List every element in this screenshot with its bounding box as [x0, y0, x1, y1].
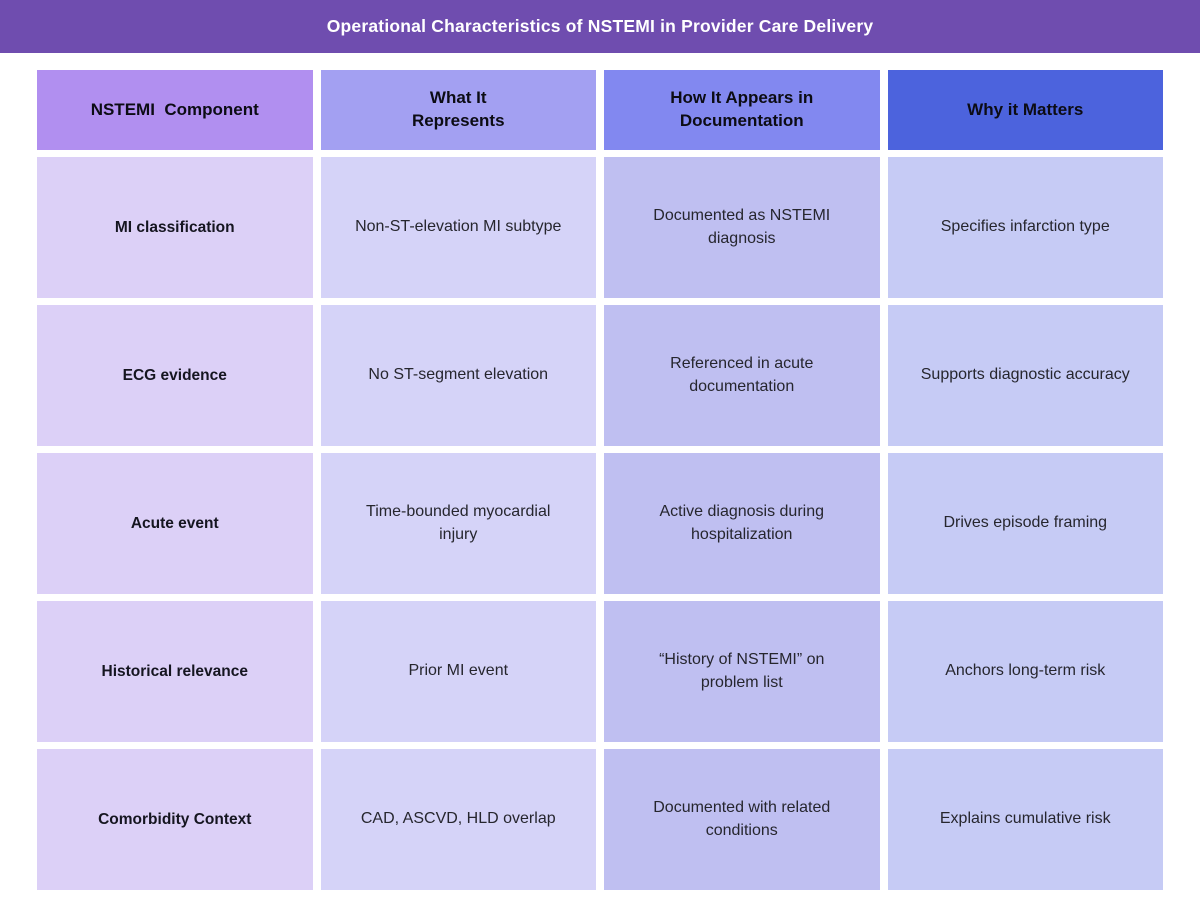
cell-documentation: Referenced in acute documentation: [604, 305, 880, 446]
cell-represents: Non-ST-elevation MI subtype: [320, 157, 596, 298]
cell-matters: Anchors long-term risk: [887, 601, 1163, 742]
cell-documentation: Active diagnosis during hospitalization: [604, 453, 880, 594]
page-title: Operational Characteristics of NSTEMI in…: [326, 16, 874, 36]
cell-matters: Explains cumulative risk: [887, 749, 1163, 890]
cell-matters: Drives episode framing: [887, 453, 1163, 594]
cell-documentation: Documented with related conditions: [604, 749, 880, 890]
cell-represents: CAD, ASCVD, HLD overlap: [320, 749, 596, 890]
cell-component: Comorbidity Context: [37, 749, 313, 890]
title-bar: Operational Characteristics of NSTEMI in…: [0, 0, 1200, 53]
cell-matters: Supports diagnostic accuracy: [887, 305, 1163, 446]
nstemi-characteristics-table: NSTEMI Component What It Represents How …: [37, 70, 1163, 890]
cell-component: ECG evidence: [37, 305, 313, 446]
column-header-documentation: How It Appears in Documentation: [604, 70, 880, 150]
cell-component: MI classification: [37, 157, 313, 298]
cell-represents: Time-bounded myocardial injury: [320, 453, 596, 594]
cell-matters: Specifies infarction type: [887, 157, 1163, 298]
column-header-component: NSTEMI Component: [37, 70, 313, 150]
column-header-represents: What It Represents: [320, 70, 596, 150]
column-header-matters: Why it Matters: [887, 70, 1163, 150]
cell-component: Historical relevance: [37, 601, 313, 742]
cell-component: Acute event: [37, 453, 313, 594]
cell-represents: Prior MI event: [320, 601, 596, 742]
cell-documentation: Documented as NSTEMI diagnosis: [604, 157, 880, 298]
cell-documentation: “History of NSTEMI” on problem list: [604, 601, 880, 742]
cell-represents: No ST-segment elevation: [320, 305, 596, 446]
